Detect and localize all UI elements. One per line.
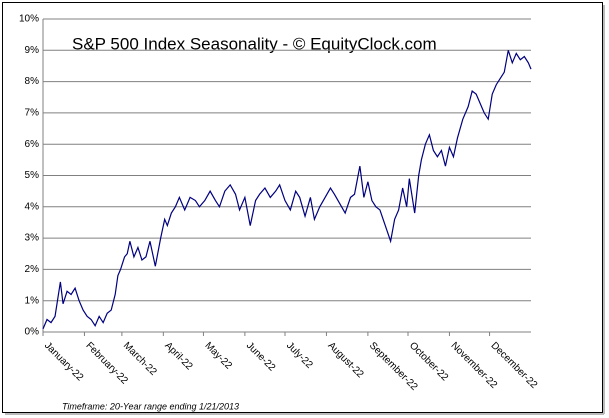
- y-tick-label: 0%: [25, 327, 40, 338]
- chart-title: S&P 500 Index Seasonality - © EquityCloc…: [72, 34, 437, 53]
- footnote: Timeframe: 20-Year range ending 1/21/201…: [62, 401, 239, 411]
- y-tick-label: 4%: [25, 201, 40, 212]
- data-line: [42, 50, 532, 330]
- y-tick-label: 5%: [25, 170, 40, 181]
- y-tick-label: 2%: [25, 264, 40, 275]
- y-tick-label: 10%: [19, 14, 39, 25]
- y-tick-label: 6%: [25, 139, 40, 150]
- y-tick-label: 7%: [25, 108, 40, 119]
- y-tick-label: 3%: [25, 233, 40, 244]
- y-tick-label: 8%: [25, 76, 40, 87]
- y-tick-label: 9%: [25, 45, 40, 56]
- y-tick-label: 1%: [25, 295, 40, 306]
